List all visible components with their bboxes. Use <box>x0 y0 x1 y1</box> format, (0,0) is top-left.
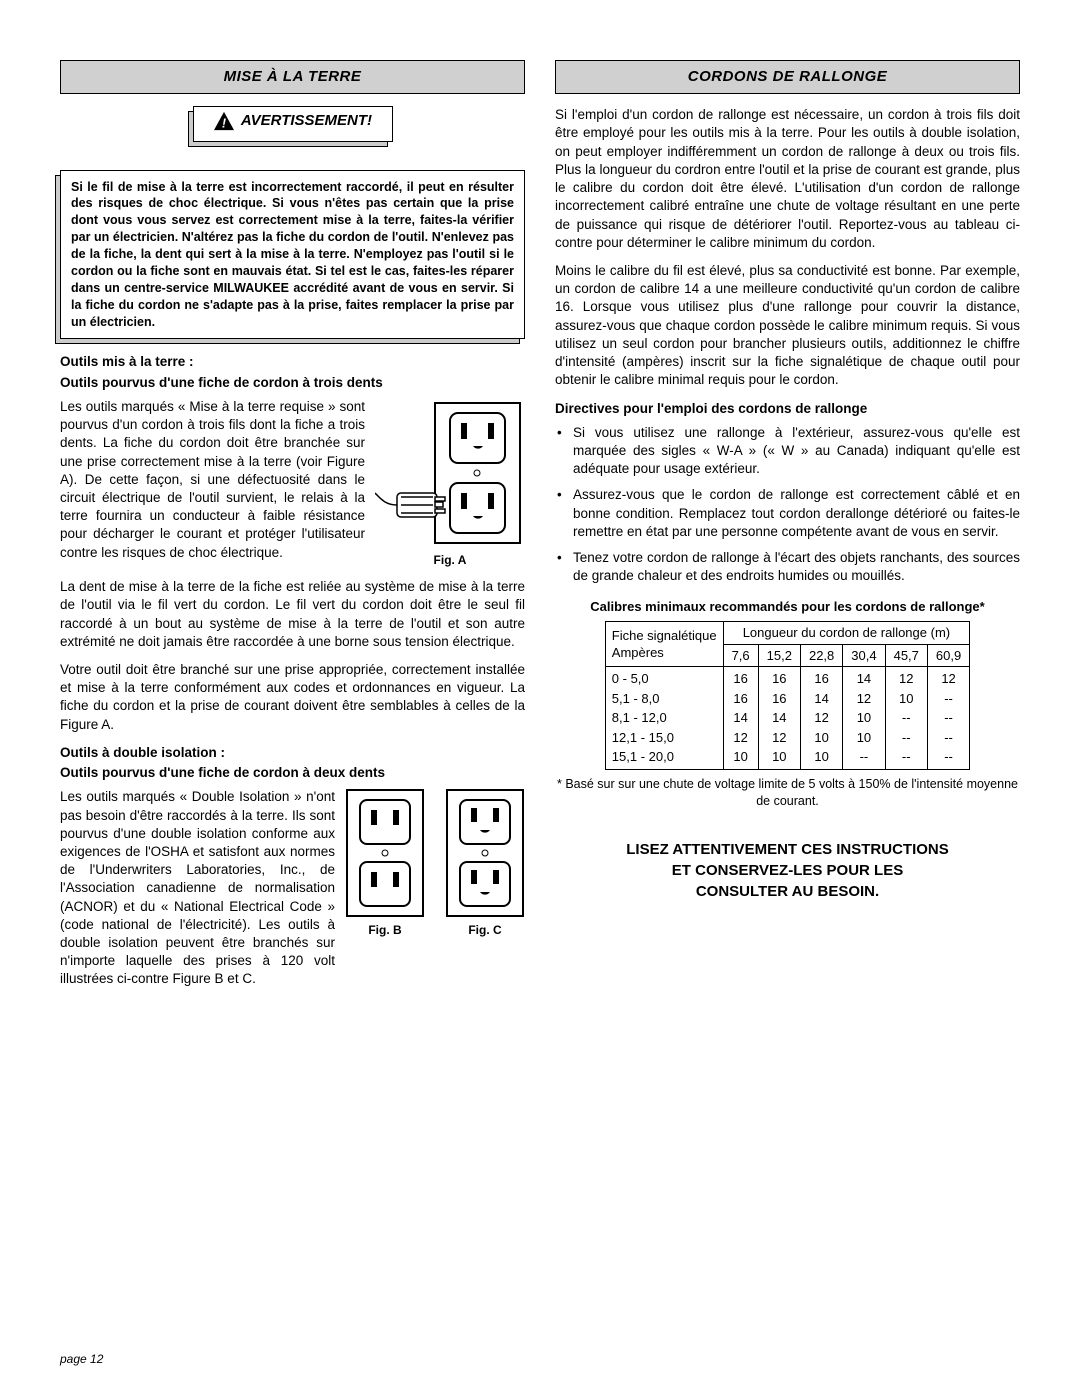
right-column: CORDONS DE RALLONGE Si l'emploi d'un cor… <box>555 60 1020 999</box>
directives-list: Si vous utilisez une rallonge à l'extéri… <box>555 424 1020 586</box>
subhead-grounded-b: Outils pourvus d'une fiche de cordon à t… <box>60 374 525 392</box>
fig-b-label: Fig. B <box>368 923 401 937</box>
subhead-grounded-a: Outils mis à la terre : <box>60 353 525 371</box>
table-footnote: * Basé sur sur une chute de voltage limi… <box>555 776 1020 810</box>
page-number: page 12 <box>60 1351 103 1367</box>
list-item: Tenez votre cordon de rallonge à l'écart… <box>573 549 1020 585</box>
figure-a: Fig. A <box>375 398 525 568</box>
para-double-1: Les outils marqués « Double Isolation » … <box>60 788 335 988</box>
section-header-grounding: MISE À LA TERRE <box>60 60 525 94</box>
para-cord-2: Moins le calibre du fil est élevé, plus … <box>555 262 1020 390</box>
fig-c-label: Fig. C <box>468 923 501 937</box>
notice-text: Si le fil de mise à la terre est incorre… <box>60 170 525 340</box>
warning-box: ! AVERTISSEMENT! <box>193 106 393 141</box>
para-cord-1: Si l'emploi d'un cordon de rallonge est … <box>555 106 1020 252</box>
section-header-cords: CORDONS DE RALLONGE <box>555 60 1020 94</box>
list-item: Assurez-vous que le cordon de rallonge e… <box>573 486 1020 541</box>
list-item: Si vous utilisez une rallonge à l'extéri… <box>573 424 1020 479</box>
final-instruction: LISEZ ATTENTIVEMENT CES INSTRUCTIONSET C… <box>555 839 1020 902</box>
fig-a-label: Fig. A <box>434 553 467 567</box>
left-column: MISE À LA TERRE ! AVERTISSEMENT! Si le f <box>60 60 525 999</box>
para-grounded-1: Les outils marqués « Mise à la terre req… <box>60 398 365 562</box>
table-title: Calibres minimaux recommandés pour les c… <box>555 598 1020 616</box>
svg-text:!: ! <box>222 116 227 131</box>
warning-label: AVERTISSEMENT! <box>241 111 372 131</box>
para-grounded-3: Votre outil doit être branché sur une pr… <box>60 661 525 734</box>
figure-b: Fig. B <box>345 788 425 938</box>
subhead-double-b: Outils pourvus d'une fiche de cordon à d… <box>60 764 525 782</box>
subhead-double-a: Outils à double isolation : <box>60 744 525 762</box>
subhead-cord-directives: Directives pour l'emploi des cordons de … <box>555 400 1020 418</box>
para-grounded-2: La dent de mise à la terre de la fiche e… <box>60 578 525 651</box>
figure-c: Fig. C <box>445 788 525 938</box>
gauge-table: Fiche signalétiqueAmpèresLongueur du cor… <box>605 621 970 770</box>
notice-box: Si le fil de mise à la terre est incorre… <box>60 170 525 340</box>
warning-triangle-icon: ! <box>213 111 235 131</box>
